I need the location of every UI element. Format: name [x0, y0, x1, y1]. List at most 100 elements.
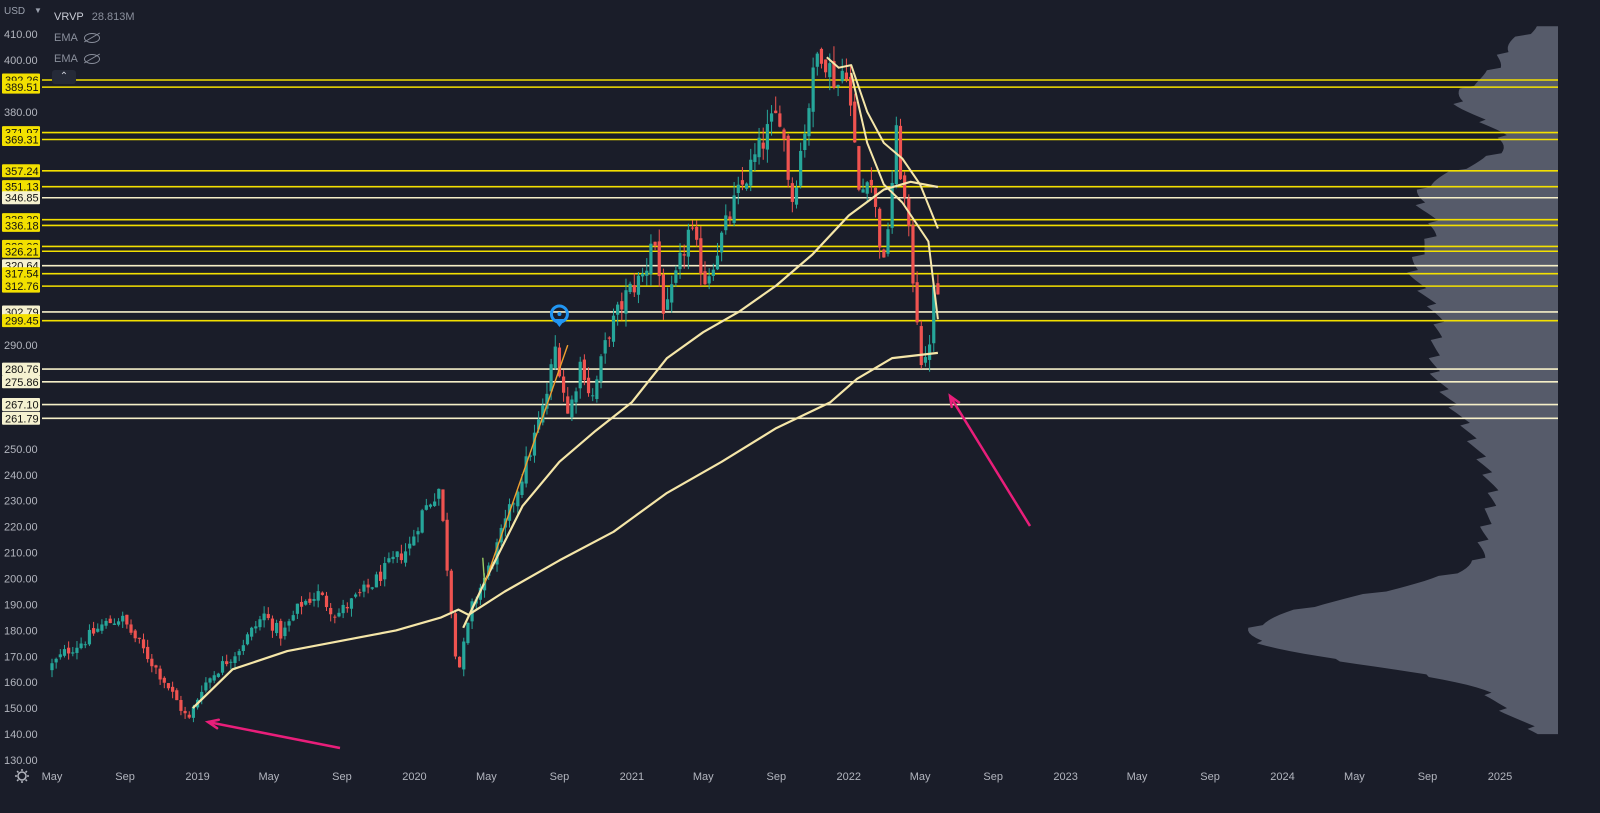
- hidden-eye-icon[interactable]: [83, 32, 100, 43]
- candle[interactable]: [462, 637, 466, 677]
- candle[interactable]: [686, 223, 690, 270]
- candle[interactable]: [129, 619, 133, 635]
- candle[interactable]: [903, 171, 907, 206]
- candle[interactable]: [399, 544, 403, 564]
- candle[interactable]: [200, 685, 204, 705]
- candle[interactable]: [774, 96, 778, 114]
- price-level-label[interactable]: 389.51: [2, 80, 40, 95]
- candle[interactable]: [420, 508, 424, 534]
- candle[interactable]: [911, 220, 915, 293]
- candle[interactable]: [923, 346, 928, 367]
- candle[interactable]: [133, 629, 137, 643]
- candle[interactable]: [150, 653, 154, 673]
- candle[interactable]: [316, 584, 320, 608]
- price-level-label[interactable]: 351.13: [2, 180, 40, 194]
- candle[interactable]: [403, 543, 408, 567]
- candle[interactable]: [412, 529, 416, 546]
- candle[interactable]: [458, 656, 462, 668]
- candle[interactable]: [690, 220, 695, 231]
- candle[interactable]: [171, 681, 175, 699]
- candle[interactable]: [674, 265, 678, 287]
- candle[interactable]: [670, 275, 674, 313]
- candle[interactable]: [270, 615, 275, 638]
- legend-row-vrvp[interactable]: VRVP 28.813M: [54, 6, 135, 27]
- candle[interactable]: [678, 243, 682, 279]
- candle[interactable]: [304, 599, 308, 606]
- candle[interactable]: [853, 93, 857, 143]
- candle[interactable]: [162, 676, 166, 689]
- candle[interactable]: [424, 498, 428, 511]
- candle[interactable]: [570, 395, 574, 421]
- candle[interactable]: [245, 632, 250, 646]
- time-axis[interactable]: May Sep 2019 May Sep 2020 May Sep 2021 May Sep 2022…: [0, 764, 1600, 808]
- candle[interactable]: [599, 354, 603, 389]
- candle[interactable]: [786, 134, 790, 188]
- legend-row-ema-1[interactable]: EMA: [54, 27, 135, 48]
- candle[interactable]: [769, 105, 774, 136]
- price-level-label[interactable]: 267.10: [2, 398, 40, 412]
- candle[interactable]: [919, 320, 923, 369]
- candle[interactable]: [212, 671, 216, 684]
- candle[interactable]: [578, 356, 582, 399]
- candle[interactable]: [391, 551, 395, 564]
- candle[interactable]: [545, 382, 549, 415]
- candle[interactable]: [449, 568, 453, 619]
- candle[interactable]: [532, 424, 537, 463]
- settings-gear-icon[interactable]: [15, 769, 29, 783]
- candle[interactable]: [183, 706, 187, 719]
- candle[interactable]: [416, 527, 420, 543]
- price-level-label[interactable]: 312.76: [2, 279, 40, 294]
- candle[interactable]: [915, 271, 919, 325]
- price-level-label[interactable]: 299.45: [2, 314, 40, 328]
- candle[interactable]: [757, 127, 761, 165]
- candle[interactable]: [761, 127, 765, 160]
- candle[interactable]: [878, 207, 882, 259]
- candle[interactable]: [466, 622, 470, 645]
- candle[interactable]: [616, 301, 620, 326]
- candle[interactable]: [728, 211, 732, 226]
- candle[interactable]: [695, 220, 699, 247]
- candle[interactable]: [715, 242, 720, 271]
- candle[interactable]: [362, 580, 366, 598]
- candle[interactable]: [603, 332, 607, 364]
- candle[interactable]: [125, 614, 129, 629]
- trendline[interactable]: [483, 344, 569, 584]
- candle[interactable]: [595, 375, 599, 403]
- candle[interactable]: [204, 677, 208, 693]
- candle[interactable]: [445, 512, 449, 577]
- candle[interactable]: [765, 109, 769, 163]
- candle[interactable]: [865, 180, 869, 203]
- candle[interactable]: [266, 607, 270, 621]
- candle[interactable]: [653, 241, 657, 251]
- candle[interactable]: [116, 618, 121, 627]
- candle[interactable]: [158, 665, 162, 685]
- candle[interactable]: [408, 536, 412, 556]
- candle[interactable]: [832, 46, 836, 90]
- candle[interactable]: [661, 268, 666, 320]
- candle[interactable]: [274, 619, 279, 636]
- candle[interactable]: [591, 388, 595, 402]
- candle[interactable]: [54, 657, 58, 669]
- candle[interactable]: [100, 619, 104, 634]
- candle[interactable]: [287, 618, 291, 632]
- candle[interactable]: [299, 596, 304, 615]
- candle[interactable]: [732, 182, 736, 227]
- candle[interactable]: [345, 602, 349, 613]
- candle[interactable]: [141, 633, 146, 654]
- legend-row-ema-2[interactable]: EMA: [54, 48, 135, 69]
- candle[interactable]: [512, 502, 516, 513]
- candle[interactable]: [740, 167, 745, 191]
- candle[interactable]: [295, 603, 299, 620]
- price-level-label[interactable]: 280.76: [2, 362, 40, 377]
- candle[interactable]: [557, 342, 562, 378]
- candle[interactable]: [433, 493, 437, 507]
- candle[interactable]: [71, 647, 75, 657]
- candle[interactable]: [873, 186, 878, 218]
- candle[interactable]: [395, 551, 399, 563]
- candle[interactable]: [932, 282, 936, 352]
- candle[interactable]: [137, 637, 141, 644]
- location-marker-icon[interactable]: [549, 304, 569, 328]
- candle[interactable]: [840, 58, 844, 84]
- candle[interactable]: [166, 683, 171, 691]
